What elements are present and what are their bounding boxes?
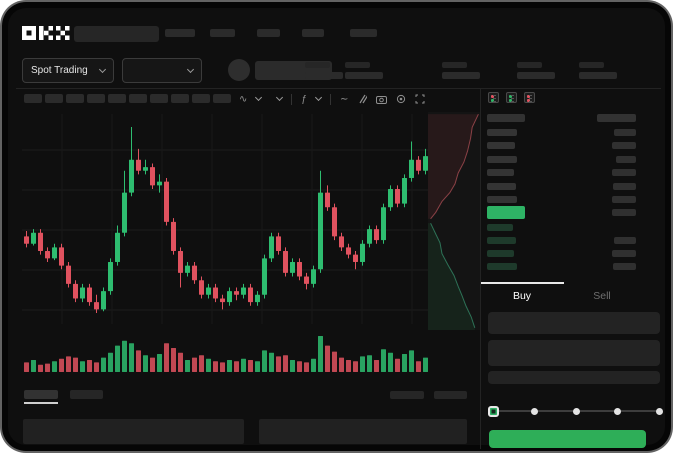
bid-price-placeholder[interactable] [487,263,517,270]
amount-input-placeholder[interactable] [488,340,660,366]
bottom-content-placeholder [259,419,467,444]
tab-sell[interactable]: Sell [593,290,611,302]
nav-item-placeholder[interactable] [210,29,235,37]
bottom-tab-placeholder[interactable] [70,390,103,399]
ask-price-placeholder[interactable] [487,129,517,136]
bid-price-placeholder[interactable] [487,224,513,231]
okx-logo-icon [22,26,70,40]
bottom-action-placeholder[interactable] [434,391,467,399]
tab-buy[interactable]: Buy [512,290,532,302]
slider-stop-dot[interactable] [572,407,580,415]
bid-amount-placeholder [612,250,636,257]
bid-price-placeholder[interactable] [487,250,514,257]
interval-button-placeholder[interactable] [45,94,63,103]
orderbook-header-price-placeholder [487,114,525,122]
stat-value-placeholder [305,72,343,79]
stat-value-placeholder [345,72,383,79]
slider-stop-dot[interactable] [655,407,663,415]
chevron-down-icon[interactable] [270,93,284,102]
chevron-down-icon [98,65,107,73]
interval-button-placeholder[interactable] [108,94,126,103]
interval-button-placeholder[interactable] [192,94,210,103]
slider-stop-dot[interactable] [531,407,538,415]
ask-amount-placeholder [614,129,636,136]
chart-tools: ∿ ƒ ∼ [239,92,425,106]
bottom-tab-underline [24,402,58,404]
last-price-amount-placeholder [612,209,636,216]
orderbook-bids-icon[interactable] [506,92,517,103]
indicators-icon[interactable]: ƒ [301,93,322,105]
fullscreen-icon[interactable] [415,94,425,104]
interval-button-placeholder[interactable] [150,94,168,103]
interval-button-placeholder[interactable] [24,94,42,103]
stat-label-placeholder [517,62,542,68]
stat-label-placeholder [345,62,370,68]
stat-label-placeholder [442,62,467,68]
toolbar-divider [329,93,331,105]
nav-item-placeholder[interactable] [350,29,377,37]
stat-value-placeholder [442,72,480,79]
bottom-content-placeholder [23,419,244,444]
bottom-tab-active-placeholder[interactable] [24,390,58,399]
chevron-down-icon [276,93,284,102]
market-type-label: Spot Trading [31,65,88,76]
header-divider [16,88,661,89]
market-type-selector[interactable]: Spot Trading [22,58,114,83]
slider-handle[interactable] [487,405,499,417]
ask-price-placeholder[interactable] [487,142,515,150]
stat-value-placeholder [579,72,617,79]
panel-divider [480,88,481,449]
candlestick-chart[interactable] [22,114,428,376]
okx-logo[interactable] [22,26,70,47]
nav-item-placeholder[interactable] [302,29,324,37]
orderbook-both-icon[interactable] [488,92,499,103]
stat-label-placeholder [305,62,330,68]
coin-avatar [228,59,250,81]
orderbook-header-amount-placeholder [597,114,636,122]
stat-value-placeholder [517,72,555,79]
ask-amount-placeholder [616,155,636,163]
nav-item-placeholder[interactable] [257,29,280,37]
ask-amount-placeholder [613,182,636,190]
settings-icon[interactable] [396,94,406,104]
ask-amount-placeholder [612,169,636,177]
pair-selector[interactable] [122,58,202,83]
bid-amount-placeholder [614,237,636,244]
interval-button-placeholder[interactable] [129,94,147,103]
candle-style-icon[interactable]: ∿ [239,93,263,105]
interval-button-placeholder[interactable] [66,94,84,103]
buy-button[interactable] [489,430,646,448]
ask-price-placeholder[interactable] [487,196,517,203]
ask-amount-placeholder [612,196,636,203]
chevron-down-icon [255,93,263,102]
depth-chart[interactable] [428,112,480,330]
trendline-icon[interactable]: ∼ [339,93,349,105]
ask-price-placeholder[interactable] [487,182,516,190]
last-price-badge[interactable] [487,206,525,219]
stat-label-placeholder [579,62,604,68]
ask-price-placeholder[interactable] [487,155,517,163]
bid-price-placeholder[interactable] [487,237,516,244]
interval-button-placeholder[interactable] [213,94,231,103]
interval-button-placeholder[interactable] [87,94,105,103]
price-input-placeholder[interactable] [488,312,660,334]
interval-button-placeholder[interactable] [171,94,189,103]
total-input-placeholder[interactable] [488,371,660,384]
nav-item-placeholder[interactable] [165,29,195,37]
ask-price-placeholder[interactable] [487,169,514,177]
ask-amount-placeholder [612,142,636,150]
bid-amount-placeholder [613,263,636,270]
active-tab-indicator [481,282,564,284]
slider-stop-dot[interactable] [614,407,621,415]
chevron-down-icon [186,65,195,73]
toolbar-divider [291,93,293,105]
drawing-tools-icon[interactable] [357,94,368,104]
chevron-down-icon [314,93,322,102]
camera-icon[interactable] [376,94,388,104]
bottom-action-placeholder[interactable] [390,391,424,399]
nav-search-placeholder[interactable] [74,26,159,42]
orderbook-asks-icon[interactable] [524,92,535,103]
